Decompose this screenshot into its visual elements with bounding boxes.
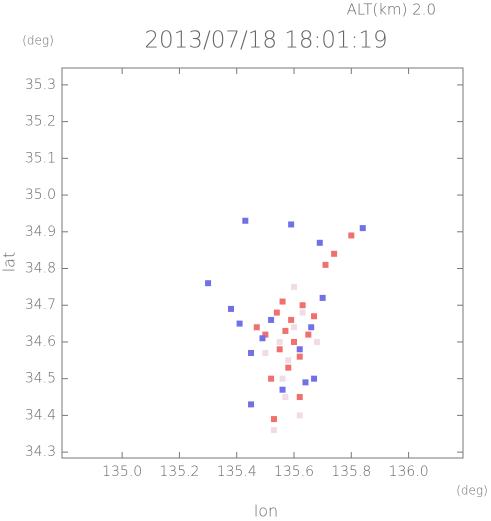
echo-point [331,250,338,257]
echo-point [282,327,289,334]
echo-point [299,309,306,316]
echo-point [322,261,329,268]
echo-point [248,401,255,408]
echo-point [279,386,286,393]
chart-title: 2013/07/18 18:01:19 [144,28,387,54]
x-tick-label: 135.8 [331,464,371,480]
echo-point [285,357,292,364]
echo-point [205,280,212,287]
y-tick-label: 34.4 [25,407,56,423]
echo-point [262,331,269,338]
echo-point [259,335,266,342]
x-tick-label: 135.0 [102,464,142,480]
echo-point [305,331,312,338]
echo-point [273,309,280,316]
echo-point [291,338,298,345]
echo-point [291,283,298,290]
echo-point [268,316,275,323]
echo-point [279,298,286,305]
echo-point [282,394,289,401]
echo-point [285,364,292,371]
echo-point [359,225,366,232]
echo-point [276,346,283,353]
x-unit: (deg) [456,484,488,498]
echo-point [308,324,315,331]
echo-point [348,232,355,239]
echo-point [311,375,318,382]
x-tick-label: 135.6 [274,464,314,480]
echo-point [262,349,269,356]
echo-point [319,294,326,301]
y-tick-label: 34.8 [25,261,56,277]
y-tick-label: 34.3 [25,444,56,460]
echo-point [288,316,295,323]
y-tick-label: 34.9 [25,224,56,240]
echo-point [316,239,323,246]
x-tick-label: 135.2 [159,464,199,480]
echo-point [242,217,249,224]
echo-point [296,346,303,353]
x-tick-label: 135.4 [217,464,257,480]
y-tick-label: 35.1 [25,150,56,166]
echo-point [279,375,286,382]
plot-frame [61,67,464,459]
y-unit: (deg) [22,34,54,48]
echo-point [311,313,318,320]
echo-point [296,353,303,360]
echo-point [291,324,298,331]
echo-point [299,302,306,309]
echo-point [313,338,320,345]
y-tick-label: 34.7 [25,297,56,313]
echo-point [276,338,283,345]
y-tick-label: 34.6 [25,334,56,350]
echo-point [270,427,277,434]
echo-point [302,379,309,386]
echo-point [268,375,275,382]
y-tick-label: 34.5 [25,371,56,387]
y-tick-label: 35.3 [25,77,56,93]
echo-point [296,394,303,401]
y-tick-label: 35.0 [25,187,56,203]
x-tick-label: 136.0 [389,464,429,480]
echo-point [270,416,277,423]
x-axis-label: lon [254,502,278,521]
y-tick-label: 35.2 [25,114,56,130]
echo-point [248,349,255,356]
echo-point [288,221,295,228]
echo-point [253,324,260,331]
echo-point [236,320,243,327]
altitude-label: ALT(km) 2.0 [347,1,436,19]
y-axis-label: lat [0,252,19,273]
echo-point [227,305,234,312]
echo-point [296,412,303,419]
